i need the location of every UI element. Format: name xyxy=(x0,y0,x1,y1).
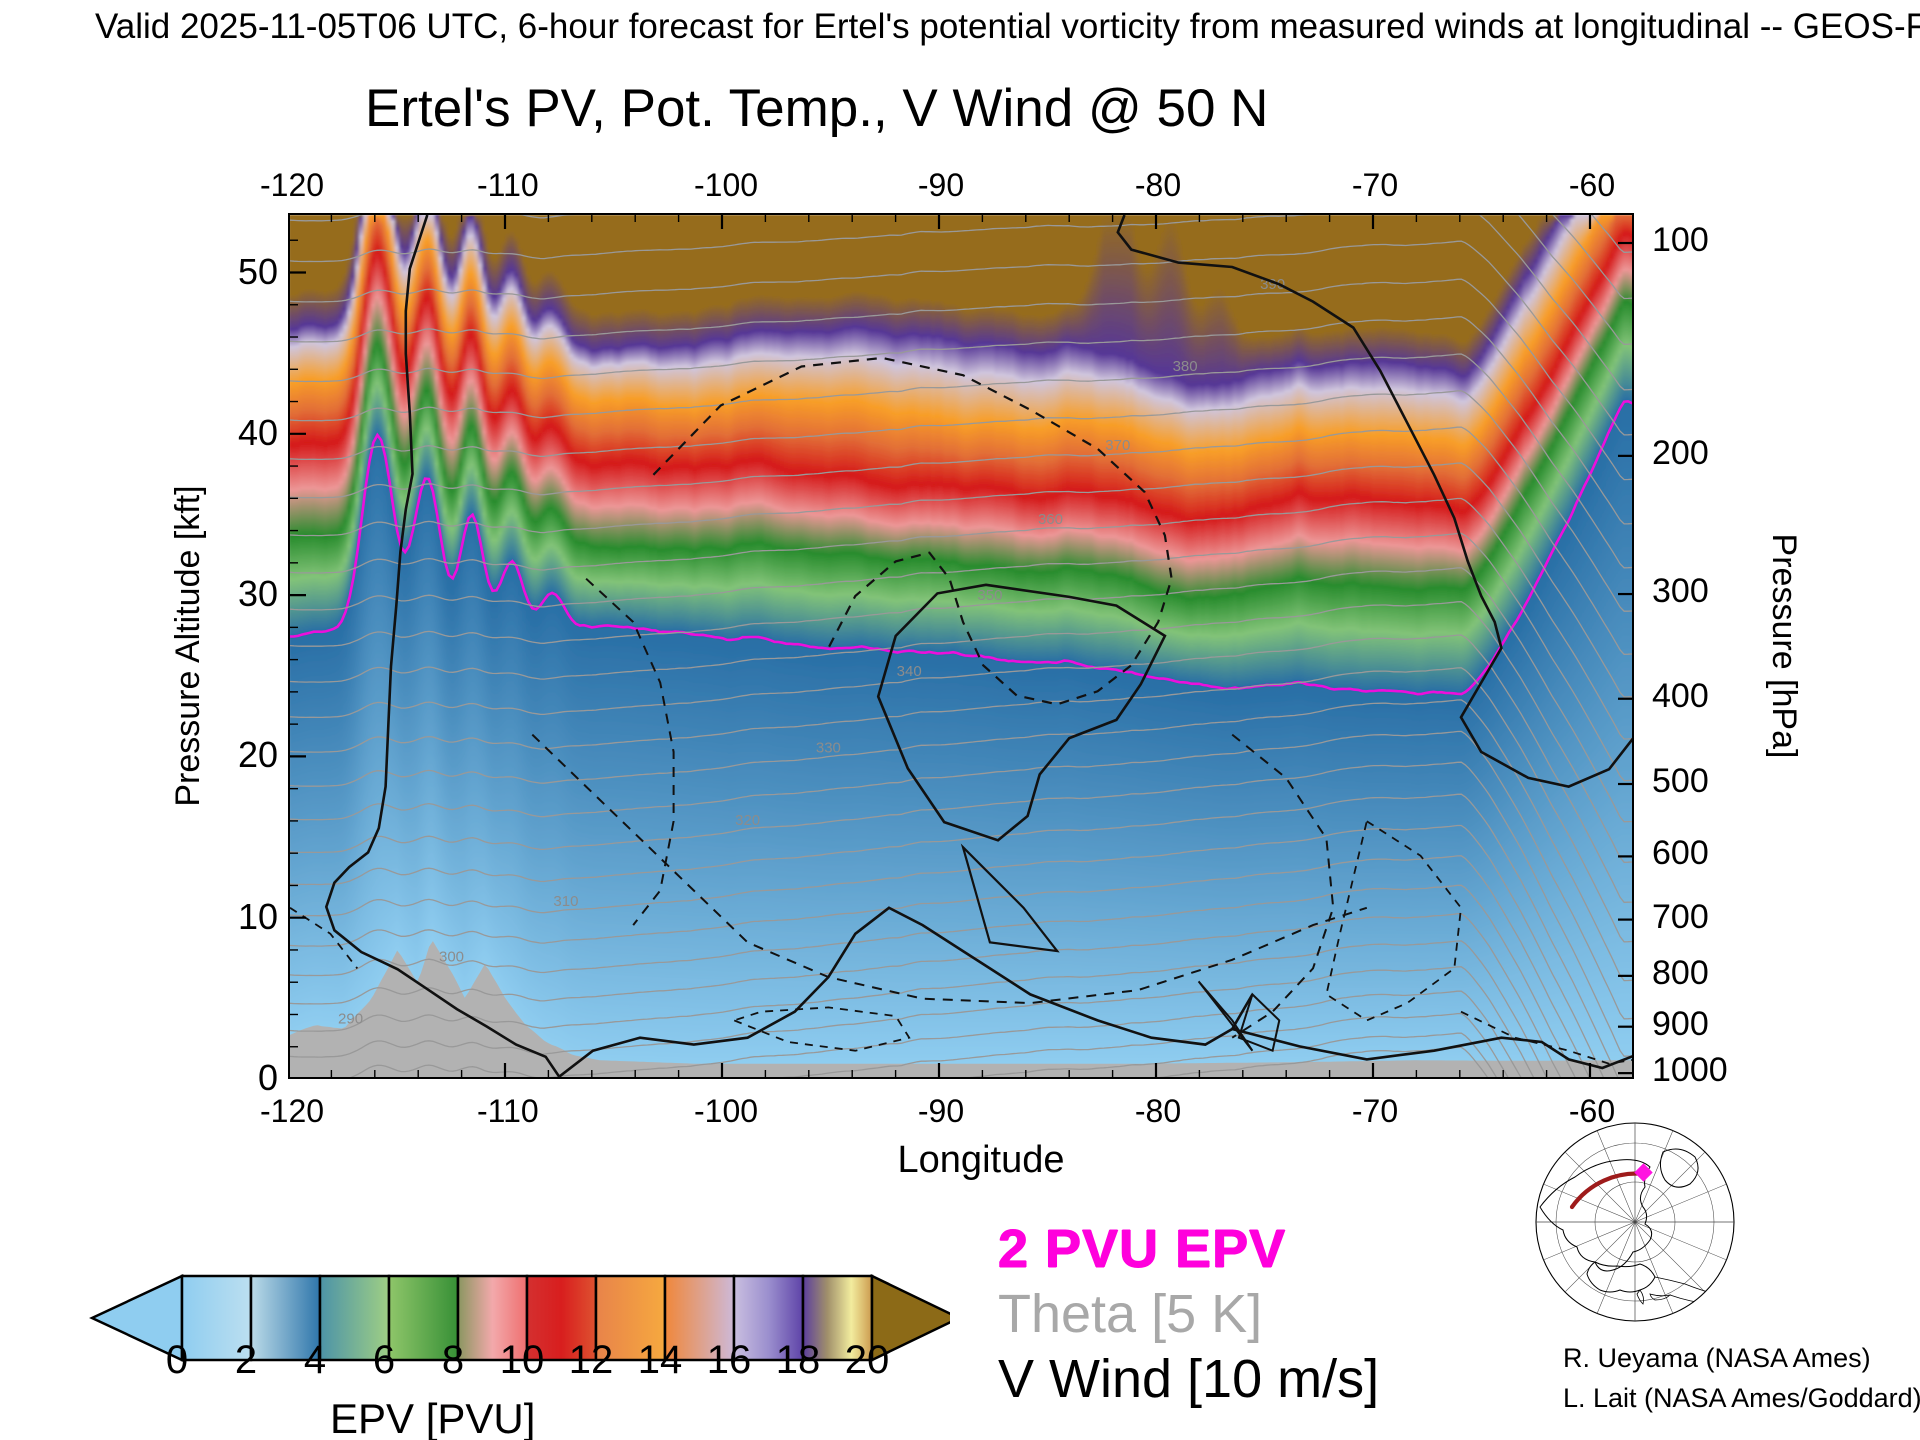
svg-text:380: 380 xyxy=(1173,358,1198,375)
svg-text:290: 290 xyxy=(338,1010,363,1027)
svg-text:360: 360 xyxy=(1038,511,1063,528)
svg-text:330: 330 xyxy=(816,740,841,757)
svg-text:350: 350 xyxy=(977,587,1002,604)
svg-text:370: 370 xyxy=(1105,437,1130,454)
svg-text:340: 340 xyxy=(897,663,922,680)
svg-text:320: 320 xyxy=(735,812,760,829)
svg-text:300: 300 xyxy=(439,948,464,965)
svg-text:310: 310 xyxy=(553,893,578,910)
